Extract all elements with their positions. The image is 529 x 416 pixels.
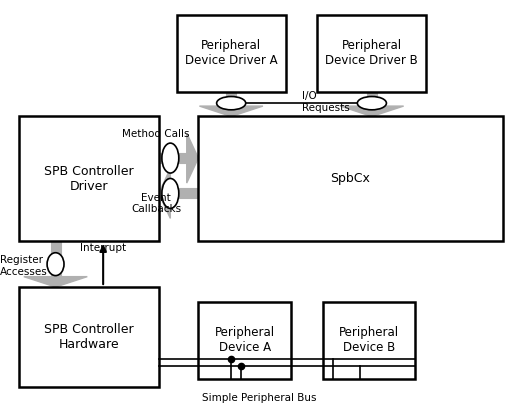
- Ellipse shape: [47, 253, 64, 275]
- Text: Peripheral
Device A: Peripheral Device A: [215, 326, 275, 354]
- Bar: [19, 287, 159, 387]
- Bar: [198, 116, 503, 241]
- Polygon shape: [340, 106, 404, 116]
- Text: Simple Peripheral Bus: Simple Peripheral Bus: [202, 393, 316, 403]
- Text: I/O
Requests: I/O Requests: [302, 91, 349, 113]
- Text: Peripheral
Device Driver B: Peripheral Device Driver B: [325, 39, 418, 67]
- Text: Interrupt: Interrupt: [80, 243, 126, 253]
- Polygon shape: [199, 106, 263, 116]
- Ellipse shape: [162, 178, 179, 208]
- Text: SPB Controller
Driver: SPB Controller Driver: [44, 165, 133, 193]
- Bar: [323, 302, 415, 379]
- Ellipse shape: [217, 97, 245, 110]
- Text: Method Calls: Method Calls: [122, 129, 190, 139]
- Bar: [19, 116, 159, 241]
- Bar: [317, 15, 426, 92]
- Text: Register
Accesses: Register Accesses: [0, 255, 48, 277]
- Text: SpbCx: SpbCx: [331, 172, 370, 186]
- Ellipse shape: [162, 143, 179, 173]
- Text: Peripheral
Device B: Peripheral Device B: [339, 326, 399, 354]
- Ellipse shape: [358, 97, 386, 110]
- Polygon shape: [24, 277, 87, 287]
- Bar: [177, 15, 286, 92]
- Text: SPB Controller
Hardware: SPB Controller Hardware: [44, 323, 133, 351]
- Bar: [198, 302, 291, 379]
- Text: Peripheral
Device Driver A: Peripheral Device Driver A: [185, 39, 278, 67]
- Text: Event
Callbacks: Event Callbacks: [131, 193, 181, 214]
- Polygon shape: [159, 168, 170, 218]
- Polygon shape: [187, 133, 198, 183]
